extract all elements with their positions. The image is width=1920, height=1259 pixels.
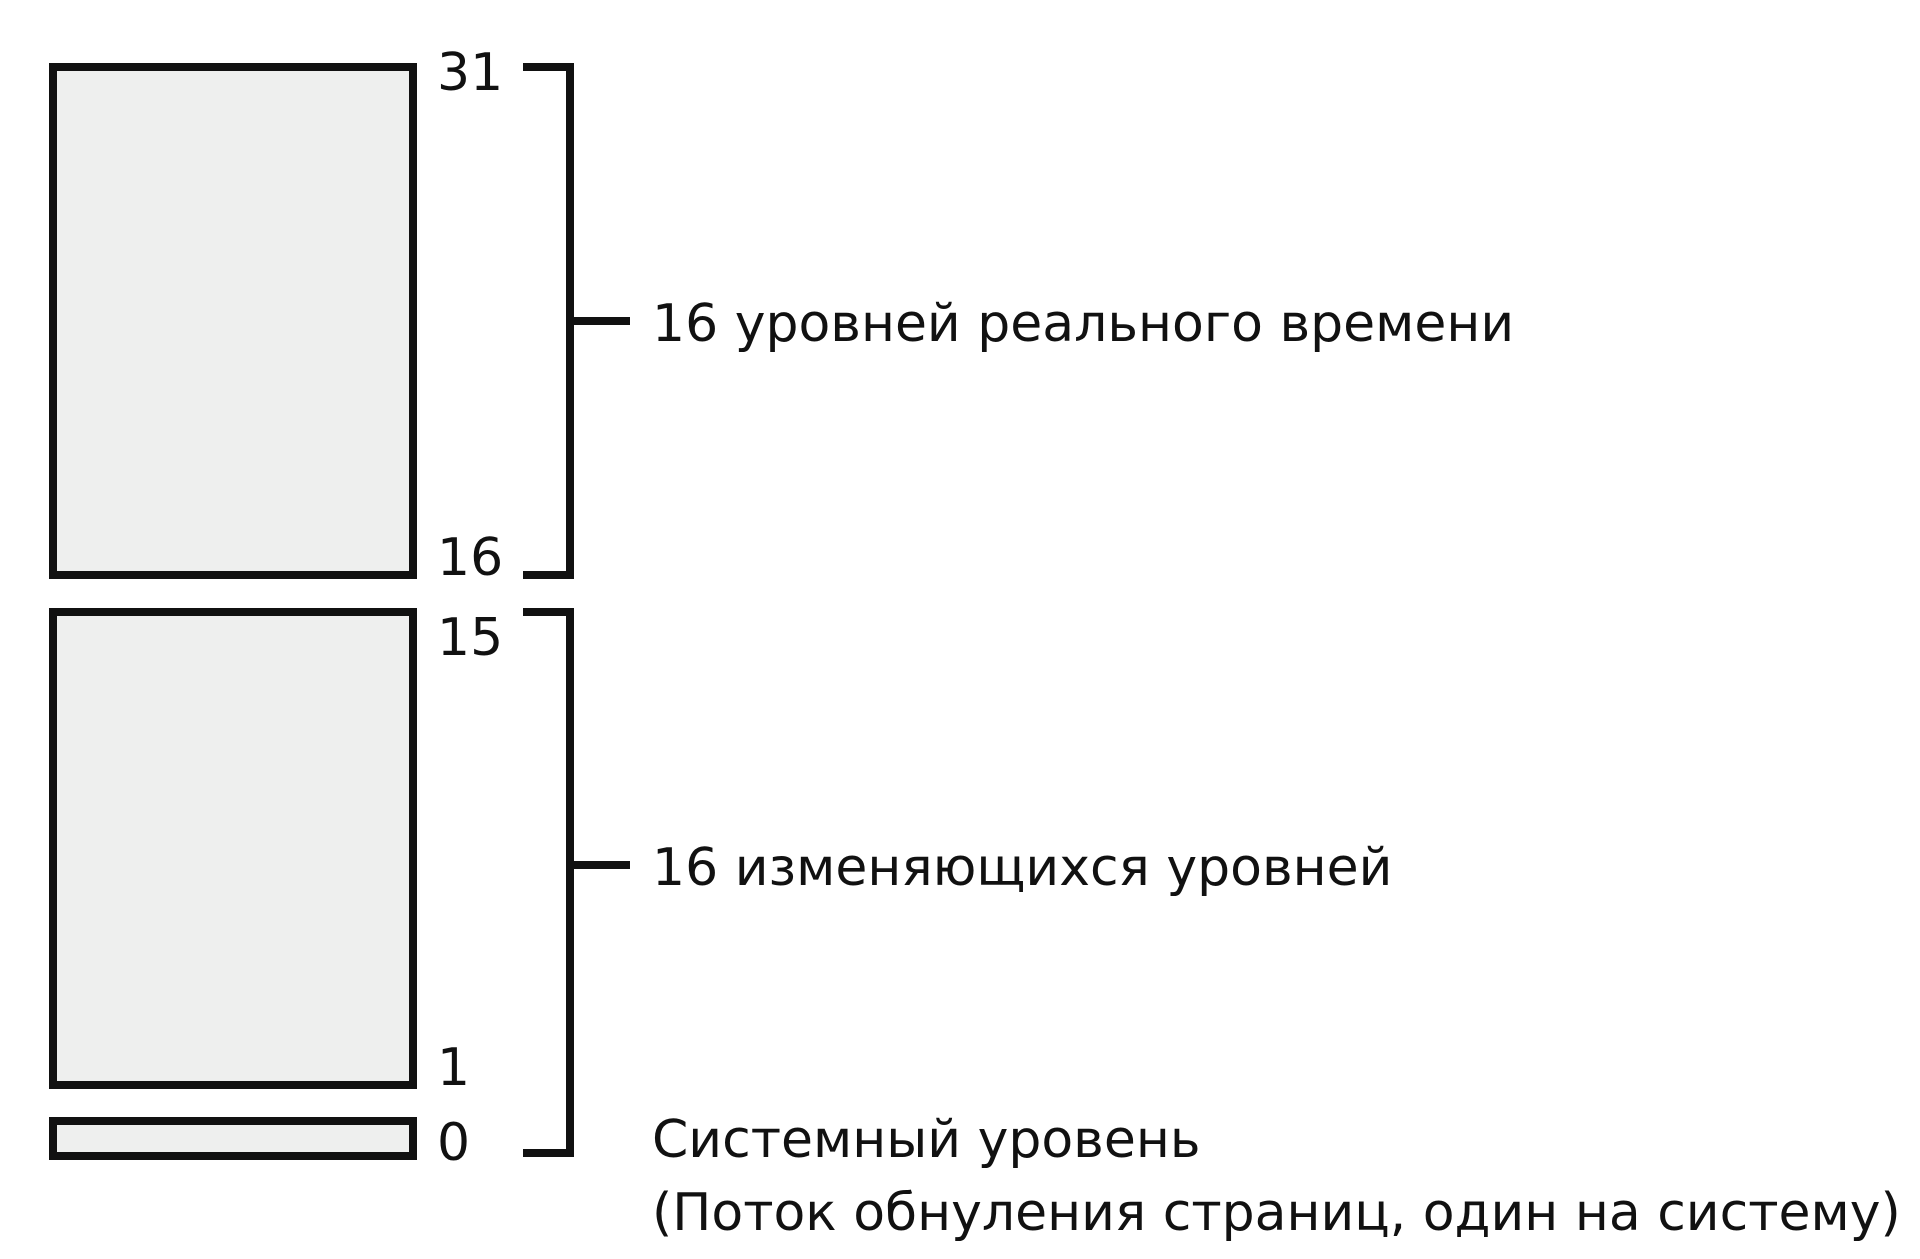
- level-16-label: 16: [437, 528, 503, 588]
- variable-bracket: [523, 612, 630, 1153]
- realtime-group-label: 16 уровней реального времени: [652, 294, 1514, 354]
- level-0-label: 0: [437, 1113, 470, 1173]
- realtime-levels-box: [53, 67, 413, 575]
- level-15-label: 15: [437, 608, 503, 668]
- system-level-title: Системный уровень: [652, 1110, 1200, 1170]
- variable-levels-box: [53, 612, 413, 1085]
- level-31-label: 31: [437, 43, 503, 103]
- level-1-label: 1: [437, 1038, 470, 1098]
- system-level-description: (Поток обнуления страниц, один на систем…: [652, 1183, 1901, 1243]
- variable-group-label: 16 изменяющихся уровней: [652, 838, 1392, 898]
- system-level-box: [53, 1121, 413, 1156]
- realtime-bracket: [523, 67, 630, 575]
